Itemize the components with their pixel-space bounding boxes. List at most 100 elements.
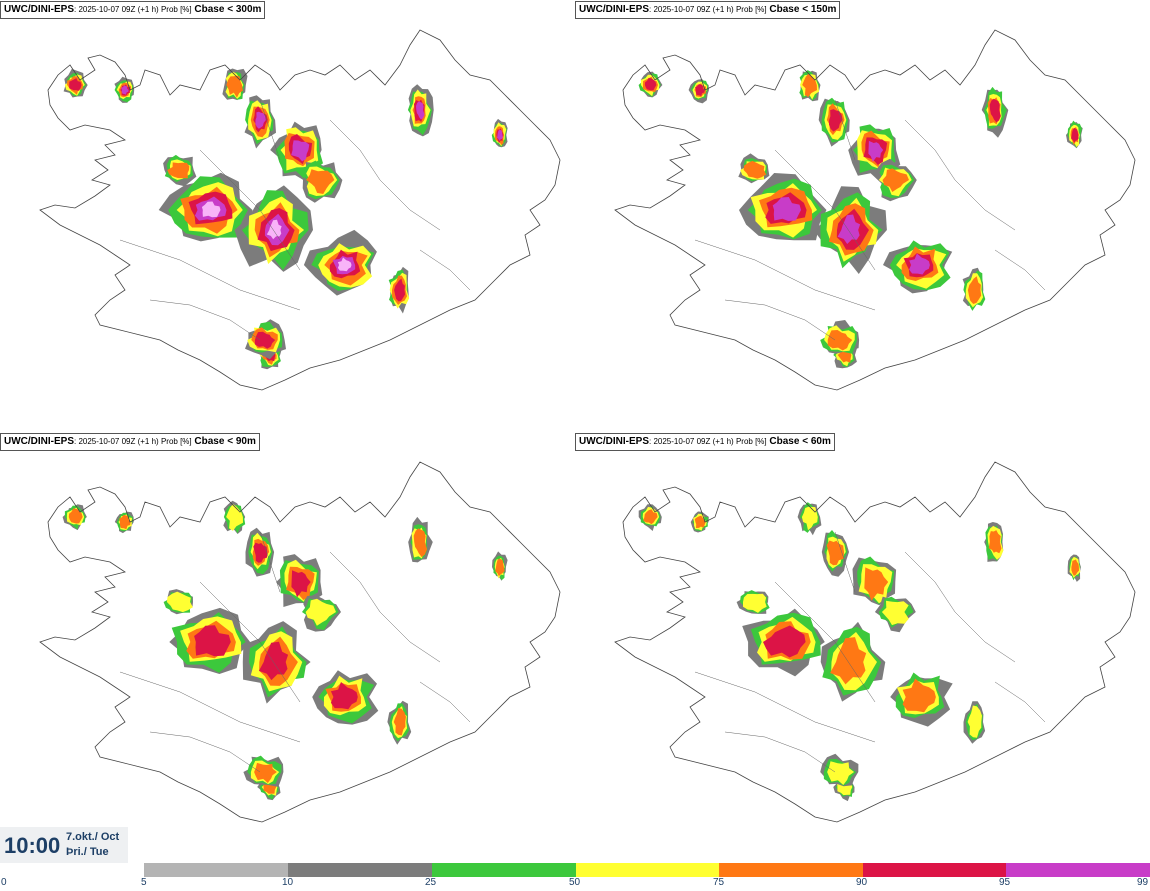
run-info: : 2025-10-07 09Z (+1 h) Prob [%] [74, 5, 192, 14]
coastline [614, 29, 1136, 391]
variable-name: Cbase < 300m [194, 4, 262, 15]
probability-area [69, 78, 82, 91]
probability-area [416, 101, 425, 120]
probability-area [827, 761, 855, 785]
probability-area [68, 508, 83, 524]
probability-area [909, 253, 930, 275]
map-panel-90m: UWC/DINI-EPS: 2025-10-07 09Z (+1 h) Prob… [0, 432, 575, 862]
probability-area [393, 708, 406, 736]
probability-area [121, 85, 129, 95]
road-or-border-line [259, 531, 281, 593]
road-or-border-line [259, 99, 281, 161]
probability-area [291, 570, 311, 598]
probability-area [743, 160, 767, 179]
variable-name: Cbase < 60m [769, 436, 831, 447]
map-panel-60m: UWC/DINI-EPS: 2025-10-07 09Z (+1 h) Prob… [575, 432, 1150, 862]
probability-area [829, 109, 843, 132]
probability-area [967, 276, 982, 304]
map-panel-300m: UWC/DINI-EPS: 2025-10-07 09Z (+1 h) Prob… [0, 0, 575, 430]
coastline [614, 461, 1136, 823]
colorbar-tick-label: 75 [713, 877, 725, 888]
road-or-border-line [724, 731, 836, 773]
probability-area [989, 98, 1001, 123]
run-info: : 2025-10-07 09Z (+1 h) Prob [%] [649, 5, 767, 14]
probability-area [882, 168, 909, 192]
probability-area [868, 140, 884, 162]
colorbar-tick-label: 10 [282, 877, 294, 888]
road-or-border-line [199, 581, 301, 703]
road-or-border-line [834, 99, 856, 161]
probability-area [1071, 559, 1079, 576]
probability-area [306, 169, 335, 194]
road-or-border-line [904, 551, 1016, 663]
road-or-border-line [329, 119, 441, 231]
road-or-border-line [994, 681, 1046, 723]
probability-area [337, 257, 352, 272]
model-name: UWC/DINI-EPS [4, 436, 74, 447]
probability-area [413, 528, 428, 558]
probability-area [495, 558, 505, 577]
probability-area [255, 111, 266, 129]
valid-date: 7.okt./ Oct [66, 831, 120, 843]
probability-area [254, 331, 276, 349]
probability-area [266, 219, 282, 240]
probability-area [695, 84, 705, 96]
colorbar-segment [288, 863, 432, 877]
colorbar-tick-label: 95 [999, 877, 1011, 888]
colorbar-segment [1006, 863, 1150, 877]
road-or-border-line [694, 671, 876, 743]
probability-area [743, 593, 767, 613]
probability-area [837, 214, 861, 244]
iceland-map-300m [39, 29, 561, 391]
probability-area [1071, 127, 1079, 143]
colorbar-segment [863, 863, 1006, 877]
run-info: : 2025-10-07 09Z (+1 h) Prob [%] [74, 437, 192, 446]
probability-area [827, 330, 853, 351]
probability-area [291, 140, 310, 162]
probability-area [801, 506, 818, 531]
colorbar-segment [432, 863, 576, 877]
probability-area [902, 678, 936, 713]
probability-area [167, 162, 190, 179]
model-name: UWC/DINI-EPS [579, 4, 649, 15]
colorbar-segment [144, 863, 288, 877]
probability-area [497, 129, 503, 141]
colorbar-tick-label: 0 [1, 877, 7, 888]
colorbar-tick-label: 25 [425, 877, 437, 888]
probability-area [258, 641, 289, 681]
road-or-border-line [329, 551, 441, 663]
probability-area [988, 530, 1002, 554]
probability-area [305, 598, 336, 626]
road-or-border-line [834, 531, 856, 593]
probability-area [967, 705, 982, 738]
colorbar-tick-label: 99 [1137, 877, 1149, 888]
road-or-border-line [149, 731, 261, 773]
panel-title-300m: UWC/DINI-EPS: 2025-10-07 09Z (+1 h) Prob… [0, 1, 266, 19]
iceland-map-60m [614, 461, 1136, 823]
road-or-border-line [149, 299, 261, 341]
panel-title-90m: UWC/DINI-EPS: 2025-10-07 09Z (+1 h) Prob… [0, 433, 260, 451]
valid-time-box: 10:00 7.okt./ Oct Þri./ Tue [0, 827, 128, 863]
probability-area [763, 625, 806, 658]
road-or-border-line [119, 671, 301, 743]
colorbar-segment [719, 863, 863, 877]
colorbar-tick-label: 90 [856, 877, 868, 888]
road-or-border-line [419, 249, 471, 291]
road-or-border-line [774, 581, 876, 703]
probability-area [194, 625, 231, 657]
probability-area [201, 201, 221, 218]
iceland-map-90m [39, 461, 561, 823]
model-name: UWC/DINI-EPS [579, 436, 649, 447]
road-or-border-line [694, 239, 876, 311]
probability-area [830, 637, 867, 685]
map-panel-150m: UWC/DINI-EPS: 2025-10-07 09Z (+1 h) Prob… [575, 0, 1150, 430]
colorbar-segment [576, 863, 719, 877]
probability-area [864, 567, 889, 601]
probability-area [881, 600, 909, 626]
valid-time-clock: 10:00 [4, 833, 61, 858]
coastline [39, 461, 561, 823]
probability-area [394, 278, 406, 302]
coastline [39, 29, 561, 391]
run-info: : 2025-10-07 09Z (+1 h) Prob [%] [649, 437, 767, 446]
panel-title-150m: UWC/DINI-EPS: 2025-10-07 09Z (+1 h) Prob… [575, 1, 841, 19]
